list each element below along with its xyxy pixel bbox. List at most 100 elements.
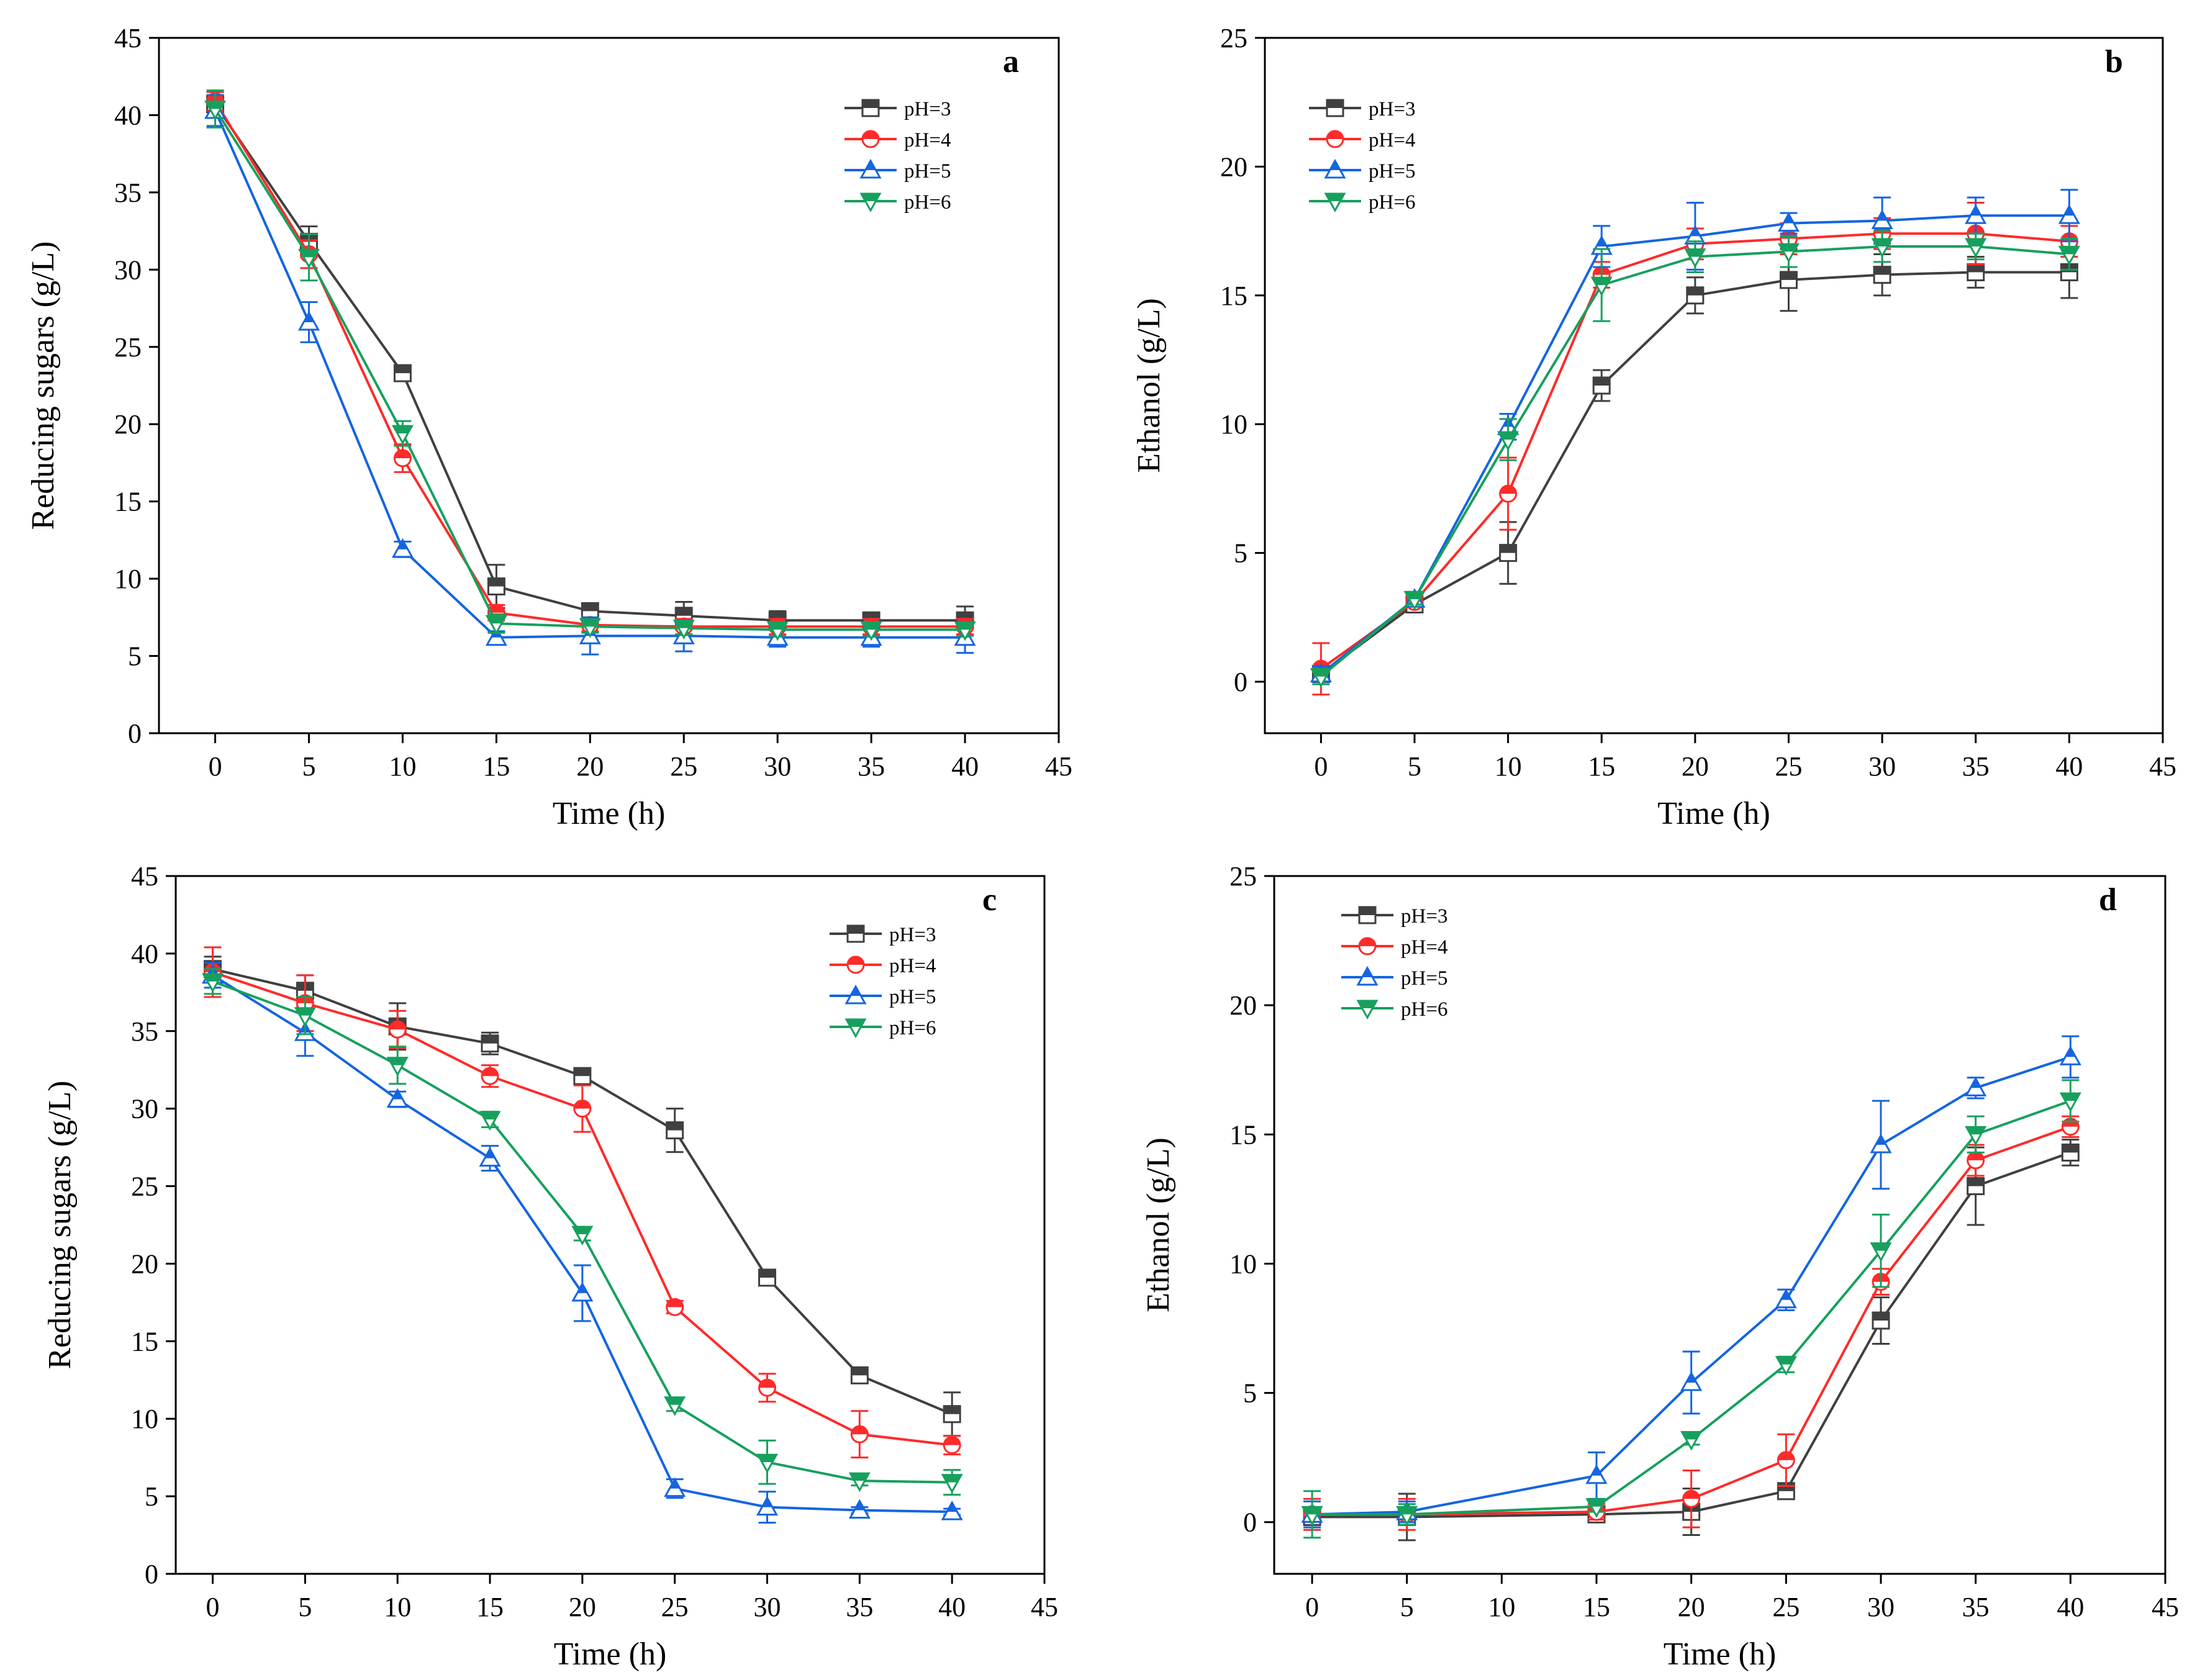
- y-tick-label: 0: [1243, 1507, 1257, 1538]
- y-tick-label: 20: [1229, 990, 1257, 1021]
- legend-label: pH=6: [904, 191, 951, 214]
- data-point: [756, 1496, 779, 1516]
- legend-marker: [1358, 906, 1377, 924]
- data-point: [1777, 243, 1800, 263]
- data-point: [850, 1366, 869, 1384]
- data-point: [487, 577, 505, 596]
- x-tick-label: 15: [1588, 751, 1615, 782]
- data-point-fill: [1874, 266, 1891, 275]
- data-point-fill: [485, 1149, 495, 1158]
- data-point: [1499, 544, 1518, 562]
- data-point: [386, 1088, 409, 1108]
- x-tick-label: 45: [1031, 1592, 1058, 1622]
- series-pH-5: [201, 962, 963, 1524]
- x-tick-label: 10: [1495, 751, 1522, 782]
- plot-frame: [1264, 37, 2164, 734]
- panel-letter: c: [982, 882, 997, 918]
- data-point-fill: [759, 1269, 776, 1278]
- data-point: [297, 310, 320, 331]
- data-point: [1872, 1311, 1890, 1330]
- y-tick-label: 15: [1229, 1119, 1257, 1150]
- data-point-fill: [1872, 1243, 1891, 1251]
- legend-label: pH=4: [1369, 129, 1415, 151]
- legend-marker-fill: [1359, 938, 1375, 946]
- x-tick-label: 15: [1583, 1592, 1610, 1622]
- y-axis-title: Reducing sugars (g/L): [25, 241, 61, 530]
- data-point-fill: [203, 973, 222, 982]
- data-point: [1873, 266, 1891, 284]
- data-point: [666, 1298, 684, 1316]
- data-point: [1780, 271, 1798, 289]
- legend-marker-fill: [863, 131, 879, 139]
- series-pH-6: [1301, 1079, 2081, 1539]
- x-tick-label: 35: [858, 751, 885, 782]
- x-axis-title: Time (h): [554, 1637, 667, 1672]
- data-point-fill: [1778, 1452, 1795, 1460]
- data-point: [2061, 1143, 2080, 1162]
- y-tick-label: 5: [145, 1481, 158, 1512]
- data-point: [758, 1378, 777, 1397]
- x-axis-title: Time (h): [1664, 1637, 1777, 1672]
- data-point-fill: [1397, 1507, 1416, 1515]
- data-point: [1585, 1464, 1608, 1484]
- x-tick-label: 45: [2152, 1592, 2179, 1622]
- data-point: [1965, 1077, 1987, 1096]
- data-point-fill: [2062, 1144, 2079, 1153]
- data-point: [672, 620, 695, 639]
- x-tick-label: 5: [298, 1592, 312, 1622]
- data-point-fill: [768, 622, 787, 630]
- data-point: [1870, 1133, 1892, 1154]
- legend: pH=3 pH=4 pH=5 pH=6: [844, 98, 951, 214]
- x-tick-label: 0: [206, 1592, 220, 1622]
- legend-marker: [1356, 1000, 1379, 1020]
- data-point-fill: [1592, 278, 1611, 286]
- data-point-fill: [851, 1426, 868, 1435]
- data-point: [943, 1405, 961, 1424]
- legend-marker-fill: [1362, 968, 1372, 977]
- data-point-fill: [394, 365, 411, 374]
- legend-marker-fill: [863, 100, 879, 108]
- legend-label: pH=5: [889, 986, 936, 1008]
- data-point-fill: [1877, 211, 1887, 221]
- data-point-fill: [1876, 1135, 1886, 1145]
- legend-marker-fill: [848, 957, 864, 965]
- x-tick-label: 20: [1682, 751, 1709, 782]
- x-tick-label: 35: [846, 1592, 873, 1622]
- y-axis-title: Ethanol (g/L): [1131, 298, 1167, 473]
- series-line: [212, 970, 953, 1447]
- legend-marker: [1324, 192, 1346, 213]
- y-tick-label: 25: [114, 332, 142, 363]
- data-point: [941, 1501, 963, 1520]
- data-point: [571, 1226, 594, 1246]
- legend-marker: [859, 192, 882, 213]
- data-point-fill: [388, 1057, 407, 1065]
- y-tick-label: 20: [114, 409, 142, 440]
- data-point-fill: [1966, 1127, 1985, 1135]
- y-tick-label: 30: [114, 255, 142, 285]
- data-point: [573, 1067, 592, 1085]
- x-tick-label: 0: [1314, 751, 1328, 782]
- data-point-fill: [1498, 432, 1518, 440]
- panel-c: 0 5 10 15 20 25 30 35 40 45 0 5 10 15 20 25 30 35 40 45 Time…: [42, 861, 1058, 1672]
- data-point-fill: [482, 1068, 499, 1077]
- data-point: [666, 1121, 684, 1140]
- data-point-fill: [394, 449, 411, 458]
- data-point: [573, 1100, 592, 1118]
- x-tick-label: 40: [2055, 751, 2083, 782]
- panel-d: 0 5 10 15 20 25 30 35 40 45 0 5 10 15 20 25 Time (h) Etha…: [1141, 861, 2179, 1672]
- data-point-fill: [854, 1501, 864, 1511]
- data-point-fill: [1593, 377, 1610, 386]
- data-point: [2058, 204, 2080, 224]
- y-tick-label: 30: [131, 1094, 158, 1124]
- x-tick-label: 10: [389, 751, 416, 782]
- y-tick-label: 0: [128, 718, 142, 749]
- data-point: [481, 1034, 499, 1053]
- data-point-fill: [862, 622, 881, 630]
- legend-marker: [861, 130, 880, 148]
- y-tick-label: 25: [1229, 861, 1257, 892]
- y-tick-label: 35: [114, 178, 142, 208]
- x-tick-label: 40: [2057, 1592, 2084, 1622]
- data-point-fill: [1685, 249, 1705, 257]
- data-point: [1965, 1126, 1987, 1146]
- x-tick-label: 15: [476, 1592, 504, 1622]
